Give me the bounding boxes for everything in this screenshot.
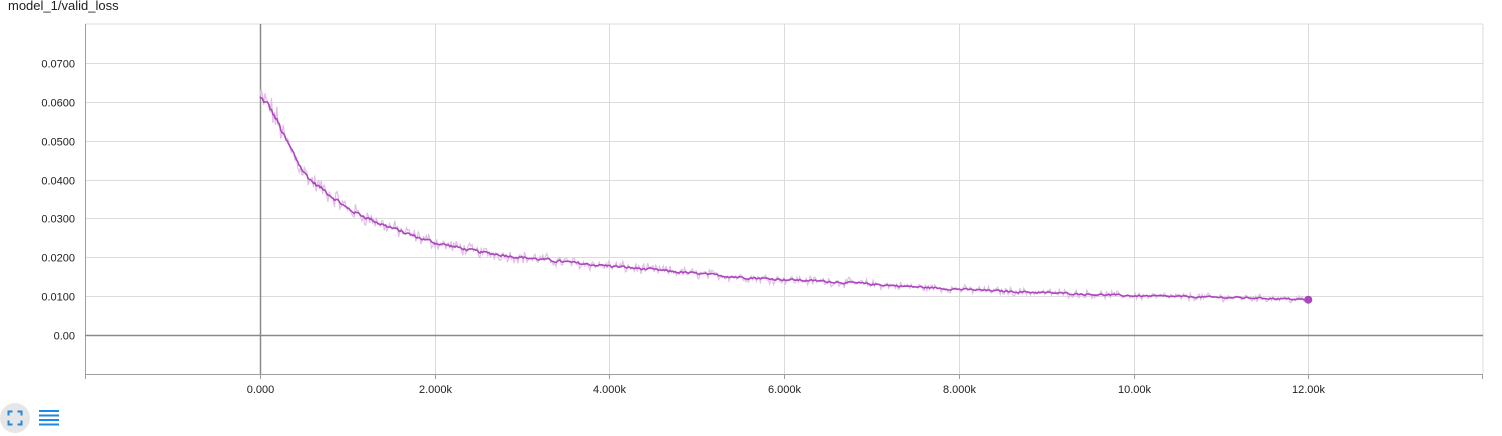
x-tick-label: 2.000k [419, 384, 453, 396]
grid [85, 23, 1484, 374]
y-tick-label: 0.0400 [41, 176, 75, 188]
y-tick-label: 0.0600 [41, 98, 75, 110]
axes [85, 24, 1483, 379]
x-tick-label: 8.000k [943, 384, 977, 396]
y-tick-label: 0.00 [54, 331, 75, 343]
series-line [259, 96, 1309, 301]
fit-domain-button[interactable] [0, 403, 30, 433]
y-tick-label: 0.0500 [41, 137, 75, 149]
y-tick-label: 0.0700 [41, 59, 75, 71]
toggle-log-scale-button[interactable] [34, 403, 64, 433]
toggle-log-scale-icon [39, 409, 59, 427]
chart-toolbar [0, 402, 64, 434]
x-tick-label: 12.00k [1292, 384, 1326, 396]
series [259, 89, 1313, 304]
x-tick-label: 0.000 [247, 384, 275, 396]
y-tick-label: 0.0200 [41, 253, 75, 265]
y-axis-tick-labels: 0.00 0.0100 0.0200 0.0300 0.0400 0.0500 0.0600… [41, 59, 75, 343]
line-chart[interactable]: 0.00 0.0100 0.0200 0.0300 0.0400 0.0500 0.0600… [0, 0, 1502, 400]
series-end-point[interactable] [1304, 295, 1313, 304]
y-tick-label: 0.0100 [41, 292, 75, 304]
x-axis-tick-labels: 0.000 2.000k 4.000k 6.000k 8.000k 10.00k 12.00… [247, 384, 1326, 396]
x-tick-label: 4.000k [593, 384, 627, 396]
fit-domain-icon [7, 410, 23, 426]
chart-title: model_1/valid_loss [8, 0, 119, 13]
x-tick-label: 10.00k [1118, 384, 1152, 396]
x-tick-label: 6.000k [768, 384, 802, 396]
y-tick-label: 0.0300 [41, 214, 75, 226]
series-raw-line [259, 89, 1309, 304]
